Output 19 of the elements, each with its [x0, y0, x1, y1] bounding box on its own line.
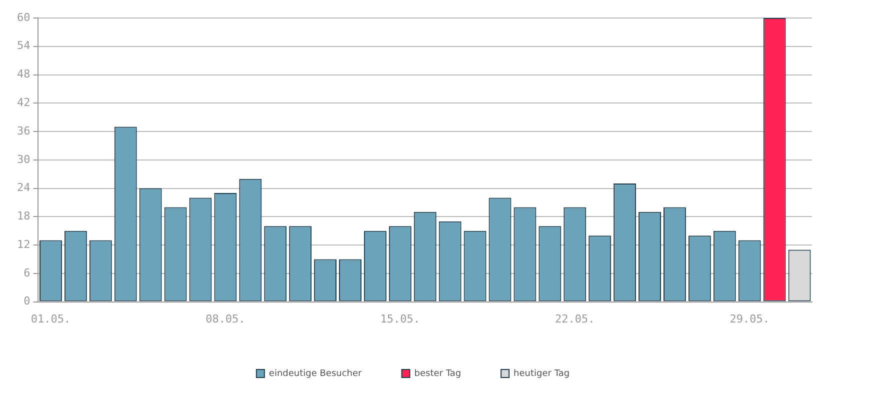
- x-tick-label: 22.05.: [555, 312, 595, 326]
- y-tick-label: 12: [16, 238, 30, 251]
- y-tick-label: 42: [16, 96, 30, 109]
- y-tick-label: 54: [16, 39, 31, 52]
- legend-label: eindeutige Besucher: [268, 368, 362, 379]
- legend-label: heutiger Tag: [514, 368, 570, 379]
- y-tick-label: 60: [16, 10, 30, 24]
- y-tick-label: 36: [16, 124, 30, 138]
- y-tick-label: 0: [24, 294, 30, 308]
- y-tick-label: 6: [24, 266, 30, 280]
- y-tick-label: 30: [16, 152, 30, 166]
- x-tick-label: 08.05.: [206, 312, 246, 326]
- y-tick-label: 18: [16, 210, 30, 223]
- x-tick-label: 01.05.: [30, 312, 71, 326]
- x-tick-label: 29.05.: [730, 312, 770, 326]
- legend-label: bester Tag: [414, 368, 462, 379]
- x-tick-label: 15.05.: [380, 312, 420, 326]
- y-tick-label: 48: [16, 68, 30, 81]
- y-tick-label: 24: [16, 181, 31, 194]
